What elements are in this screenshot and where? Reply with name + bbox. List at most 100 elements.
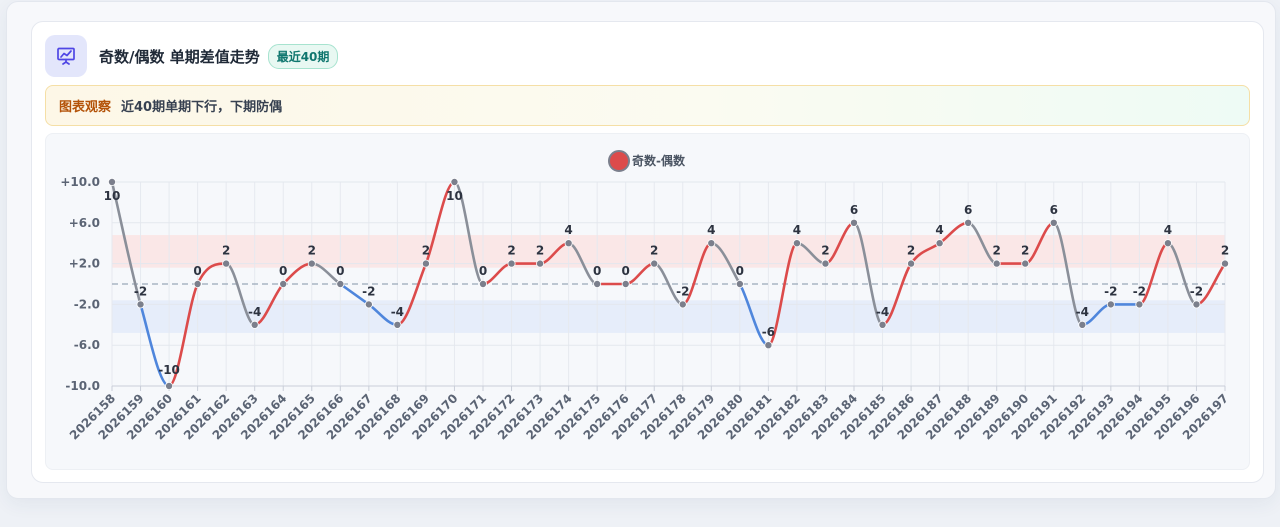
data-label: 6 [850,203,858,217]
data-label: -2 [1133,284,1146,298]
data-point [393,320,402,329]
data-label: -2 [134,284,147,298]
data-label: 4 [935,223,943,237]
data-label: 2 [821,244,829,258]
range-badge: 最近40期 [267,43,339,69]
data-label: 0 [193,264,201,278]
data-point [735,279,744,288]
data-label: 10 [104,189,121,203]
data-point [421,259,430,268]
data-label: -2 [1190,284,1203,298]
line-chart: +10.0+6.0+2.0-2.0-6.0-10.020261582026159… [60,150,1231,442]
data-label: -4 [391,305,404,319]
data-label: 0 [736,264,744,278]
data-point [1221,259,1230,268]
card-header: 奇数/偶数 单期差值走势 最近40期 [45,34,339,78]
data-point [507,259,516,268]
data-label: 4 [707,223,715,237]
data-point [564,239,573,248]
data-label: 2 [308,244,316,258]
data-point [935,239,944,248]
data-point [478,279,487,288]
negative-band [112,300,1225,333]
data-label: 2 [907,244,915,258]
data-label: 2 [1021,244,1029,258]
data-point [364,300,373,309]
data-label: -4 [876,305,889,319]
data-label: 4 [564,223,572,237]
positive-band [112,235,1225,268]
chart-presentation-icon [45,35,87,77]
data-point [1106,300,1115,309]
data-point [964,218,973,227]
notice-label: 图表观察 [59,100,112,115]
y-tick-label: +6.0 [69,216,100,230]
data-label: 4 [1164,223,1172,237]
data-label: -2 [1104,284,1117,298]
legend-label: 奇数-偶数 [632,153,686,168]
data-point [992,259,1001,268]
data-label: -6 [762,325,775,339]
y-tick-label: -2.0 [74,297,100,311]
series-line-segment [453,180,485,286]
data-point [536,259,545,268]
data-label: 6 [964,203,972,217]
data-point [108,178,117,187]
data-label: -4 [248,305,261,319]
data-point [878,320,887,329]
y-tick-label: -6.0 [74,338,100,352]
data-point [136,300,145,309]
series-line-segment [1052,221,1084,327]
chart-panel: +10.0 +6.0 +2.0 -2.0 -6.0 -10.0 2026158 2026159… [45,133,1250,470]
legend-marker [608,150,630,172]
data-point [650,259,659,268]
data-point [1049,218,1058,227]
data-point [678,300,687,309]
data-point [1135,300,1144,309]
data-label: 2 [993,244,1001,258]
data-point [792,239,801,248]
data-label: 0 [279,264,287,278]
data-label: 2 [222,244,230,258]
data-label: -2 [676,284,689,298]
series-line-segment [110,180,142,306]
series-line-segment [767,241,799,347]
data-point [336,279,345,288]
y-tick-label: +10.0 [60,175,100,189]
data-point [764,341,773,350]
chart-card: 奇数/偶数 单期差值走势 最近40期 图表观察 近40期单期下行，下期防偶 +1… [31,21,1264,483]
notice-text: 近40期单期下行，下期防偶 [121,100,283,115]
observation-notice: 图表观察 近40期单期下行，下期防偶 [45,85,1250,126]
data-point [307,259,316,268]
data-point [821,259,830,268]
data-label: 2 [650,244,658,258]
data-point [193,279,202,288]
data-point [850,218,859,227]
page-frame: 奇数/偶数 单期差值走势 最近40期 图表观察 近40期单期下行，下期防偶 +1… [6,1,1276,499]
data-label: 0 [593,264,601,278]
data-label: 0 [479,264,487,278]
data-label: 0 [622,264,630,278]
data-label: 6 [1050,203,1058,217]
data-label: -2 [362,284,375,298]
series-line-segment [167,282,199,388]
data-point [222,259,231,268]
data-label: 2 [1221,244,1229,258]
data-label: 0 [336,264,344,278]
card-title: 奇数/偶数 单期差值走势 [99,47,260,66]
data-label: 10 [446,189,463,203]
data-point [707,239,716,248]
data-label: -10 [158,363,180,377]
data-label: 4 [793,223,801,237]
data-label: 2 [536,244,544,258]
data-point [279,279,288,288]
data-label: -4 [1076,305,1089,319]
data-label: 2 [507,244,515,258]
data-label: 2 [422,244,430,258]
data-point [1021,259,1030,268]
data-point [907,259,916,268]
data-point [165,381,174,390]
data-point [250,320,259,329]
series-line-segment [852,221,884,327]
data-point [621,279,630,288]
